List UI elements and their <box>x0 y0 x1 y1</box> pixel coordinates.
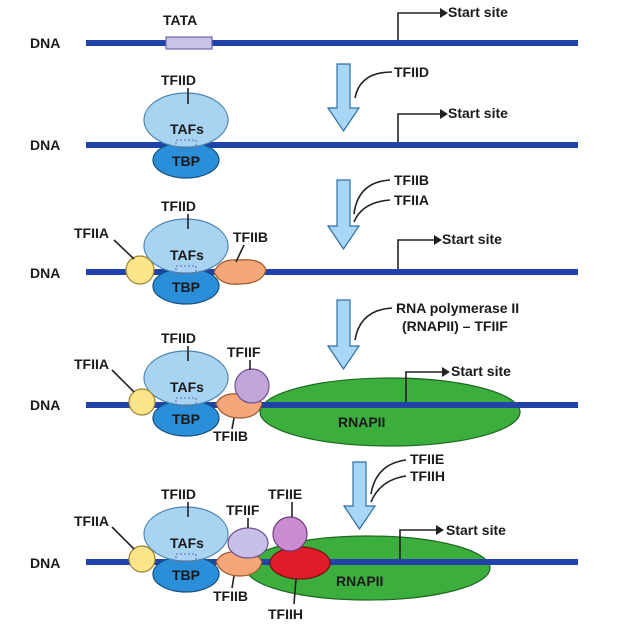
tata-box-hidden <box>175 139 197 149</box>
tfiib-label: TFIIB <box>213 588 248 604</box>
step-3-leader <box>354 307 393 341</box>
tafs-shape <box>143 218 229 274</box>
tfiid-label: TFIID <box>161 486 196 502</box>
tfiia-leader <box>111 369 135 393</box>
start-site-arrow <box>397 113 440 142</box>
tfiif-label: TFIIF <box>226 502 260 518</box>
step-4-label-2: TFIIH <box>410 468 445 484</box>
dna-label: DNA <box>30 35 60 51</box>
start-site-arrow <box>397 239 434 269</box>
row-2-tfiid-bound: DNA TAFs TBP TFIID Start site <box>30 72 578 179</box>
tafs-shape <box>143 350 229 406</box>
step-2-label-1: TFIIB <box>394 172 429 188</box>
tfiib-leader <box>231 417 235 430</box>
start-site-label: Start site <box>451 363 511 379</box>
down-arrow-2 <box>326 179 361 251</box>
tfiih-leader <box>293 578 297 605</box>
start-site-label: Start site <box>442 231 502 247</box>
rnapii-shape <box>259 377 521 447</box>
tbp-label: TBP <box>172 279 200 295</box>
start-site-arrow <box>399 529 436 559</box>
tfiie-shape <box>272 516 308 552</box>
tfiif-label: TFIIF <box>227 344 261 360</box>
tafs-shape <box>143 506 229 562</box>
tfiib-leader <box>235 244 245 263</box>
row-1-promoter: DNA TATA Start site <box>30 4 578 51</box>
tfiia-label: TFIIA <box>74 225 109 241</box>
dna-label: DNA <box>30 397 60 413</box>
step-3-label-2: (RNAPII) – TFIIF <box>402 318 508 334</box>
tafs-label: TAFs <box>170 121 204 137</box>
dna-label: DNA <box>30 555 60 571</box>
tfiia-leader <box>111 526 135 550</box>
start-site-arrow <box>405 371 442 402</box>
tfiid-label: TFIID <box>161 72 196 88</box>
tafs-label: TAFs <box>170 247 204 263</box>
start-site-arrow <box>397 12 440 40</box>
row-5-preinitiation-complex: DNA RNAPII TAFs TBP TFIID TFIIA TFIIF TF… <box>30 486 578 622</box>
tfiie-label: TFIIE <box>268 486 302 502</box>
step-4-leader-b <box>370 475 407 503</box>
tfiih-shape <box>269 546 331 580</box>
start-site-arrowhead <box>434 235 442 245</box>
start-site-arrowhead <box>440 109 448 119</box>
step-1-leader <box>354 71 393 99</box>
step-2-label-2: TFIIA <box>394 192 429 208</box>
tbp-label: TBP <box>172 411 200 427</box>
tbp-label: TBP <box>172 567 200 583</box>
start-site-label: Start site <box>448 105 508 121</box>
step-4-label-1: TFIIE <box>410 451 444 467</box>
rnapii-label: RNAPII <box>338 414 385 430</box>
tafs-label: TAFs <box>170 379 204 395</box>
tfiib-leader <box>231 575 235 589</box>
tfiia-shape <box>128 545 156 573</box>
tfiia-leader <box>113 239 135 260</box>
tafs-shape <box>143 92 229 148</box>
step-2-leader-b <box>353 199 391 223</box>
tata-box-hidden <box>175 397 197 407</box>
down-arrow-4 <box>342 461 377 531</box>
tfiia-label: TFIIA <box>74 356 109 372</box>
down-arrow-3 <box>326 299 361 371</box>
row-3-tfiia-tfiib-bound: DNA TAFs TBP TFIID TFIIA TFIIB Start sit… <box>30 198 578 305</box>
tfiid-label: TFIID <box>161 198 196 214</box>
step-arrow-4: TFIIE TFIIH <box>342 451 445 531</box>
tfiia-shape <box>125 255 155 285</box>
step-3-label-1: RNA polymerase II <box>396 300 519 316</box>
tbp-label: TBP <box>172 153 200 169</box>
tfiib-shape <box>213 259 267 285</box>
tfiia-shape <box>128 388 156 416</box>
tata-box-hidden <box>175 553 197 563</box>
tfiia-label: TFIIA <box>74 513 109 529</box>
step-2-leader-a <box>353 179 391 215</box>
tata-box <box>165 36 213 50</box>
rnapii-label: RNAPII <box>336 573 383 589</box>
tfiib-label: TFIIB <box>213 428 248 444</box>
start-site-label: Start site <box>448 4 508 20</box>
step-arrow-3: RNA polymerase II (RNAPII) – TFIIF <box>326 299 519 371</box>
tata-box-hidden <box>175 265 197 275</box>
tfiih-label: TFIIH <box>268 606 303 622</box>
step-4-leader-a <box>370 459 407 495</box>
dna-label: DNA <box>30 137 60 153</box>
start-site-arrowhead <box>440 8 448 18</box>
tfiib-label: TFIIB <box>233 229 268 245</box>
tfiif-shape <box>227 527 269 559</box>
step-arrow-2: TFIIB TFIIA <box>326 172 429 251</box>
tafs-label: TAFs <box>170 535 204 551</box>
tfiid-label: TFIID <box>161 330 196 346</box>
tfiif-shape <box>234 368 270 404</box>
step-1-label: TFIID <box>394 64 429 80</box>
start-site-arrowhead <box>436 525 444 535</box>
tata-label: TATA <box>163 12 197 28</box>
start-site-label: Start site <box>446 522 506 538</box>
start-site-arrowhead <box>442 367 450 377</box>
step-arrow-1: TFIID <box>326 63 429 133</box>
dna-label: DNA <box>30 265 60 281</box>
down-arrow-1 <box>326 63 361 133</box>
row-4-rnapii-tfiif-bound: DNA RNAPII TAFs TBP TFIID TFIIA TFIIF TF… <box>30 330 578 447</box>
